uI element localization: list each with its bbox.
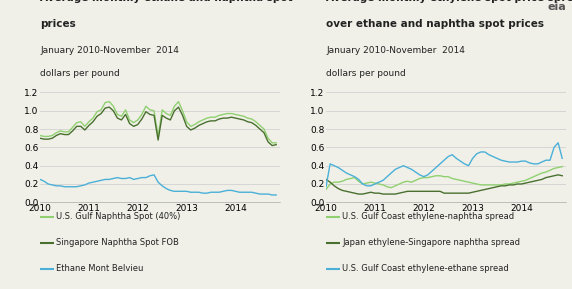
Text: January 2010-November  2014: January 2010-November 2014 (40, 46, 179, 55)
Text: Average monthly ethylene spot price spreads: Average monthly ethylene spot price spre… (326, 0, 572, 3)
Text: Ethane Mont Belvieu: Ethane Mont Belvieu (56, 264, 144, 273)
Text: U.S. Gulf Coast ethylene-ethane spread: U.S. Gulf Coast ethylene-ethane spread (342, 264, 509, 273)
Text: dollars per pound: dollars per pound (40, 69, 120, 78)
Text: Singapore Naphtha Spot FOB: Singapore Naphtha Spot FOB (56, 238, 179, 247)
Text: U.S. Gulf Coast ethylene-naphtha spread: U.S. Gulf Coast ethylene-naphtha spread (342, 212, 514, 221)
Text: eia: eia (547, 1, 566, 12)
Text: January 2010-November  2014: January 2010-November 2014 (326, 46, 465, 55)
Text: Average monthly ethane and naphtha spot: Average monthly ethane and naphtha spot (40, 0, 293, 3)
Text: Japan ethylene-Singapore naphtha spread: Japan ethylene-Singapore naphtha spread (342, 238, 520, 247)
Text: U.S. Gulf Naphtha Spot (40%): U.S. Gulf Naphtha Spot (40%) (56, 212, 180, 221)
Text: prices: prices (40, 19, 76, 29)
Text: dollars per pound: dollars per pound (326, 69, 406, 78)
Text: over ethane and naphtha spot prices: over ethane and naphtha spot prices (326, 19, 544, 29)
